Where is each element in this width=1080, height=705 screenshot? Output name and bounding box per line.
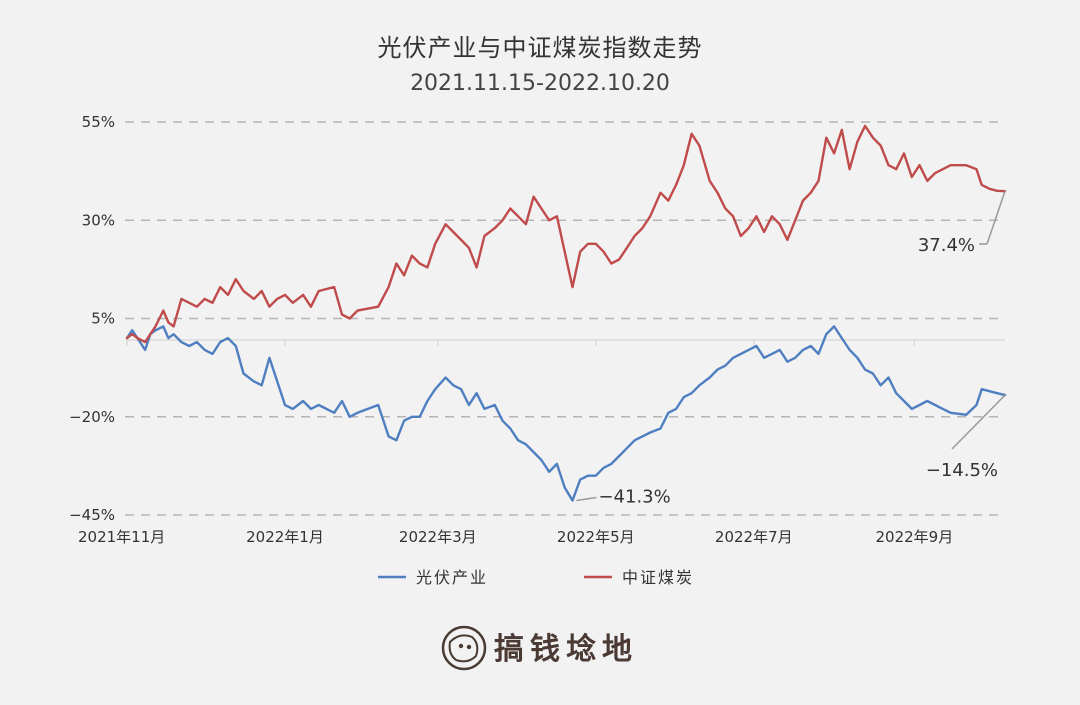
annotation-leader (576, 496, 597, 502)
brand-emblem-eye (458, 643, 464, 649)
grid-lines (125, 121, 1005, 516)
y-tick-label: −45% (69, 506, 115, 524)
x-tick-label: 2022年5月 (557, 528, 635, 546)
series-line (125, 325, 1007, 502)
annotation-label: −14.5% (926, 460, 998, 481)
annotation-label: 37.4% (918, 235, 975, 256)
x-tick-label: 2022年1月 (246, 528, 324, 546)
legend: 光伏产业 中证煤炭 (378, 568, 694, 587)
brand-emblem-icon (441, 625, 487, 671)
annotations: −41.3% 37.4% −14.5% (576, 190, 1006, 507)
series-lines (125, 124, 1007, 502)
x-tick-label: 2022年3月 (399, 528, 477, 546)
annotation-leader (986, 190, 1006, 245)
legend-label: 中证煤炭 (622, 568, 694, 587)
x-tick-label: 2021年11月 (78, 528, 165, 546)
annotation-leader (951, 394, 1006, 450)
x-tick-label: 2022年9月 (875, 528, 953, 546)
brand-name: 搞钱埝地 (494, 632, 638, 667)
y-tick-label: 55% (82, 113, 115, 131)
chart-title: 光伏产业与中证煤炭指数走势 (378, 34, 703, 62)
y-tick-label: 5% (91, 310, 115, 328)
legend-label: 光伏产业 (416, 568, 488, 587)
annotation-label: −41.3% (598, 486, 670, 507)
brand-logo: 搞钱埝地 (441, 625, 638, 671)
series-line (125, 124, 1007, 344)
brand-emblem-eye (466, 644, 472, 650)
chart-subtitle: 2021.11.15-2022.10.20 (410, 71, 670, 96)
x-tick-label: 2022年7月 (715, 528, 793, 546)
y-axis-ticks: 55% 30% 5% −20% −45% (69, 113, 115, 524)
x-axis: 2021年11月 2022年1月 2022年3月 2022年5月 2022年7月 2022… (78, 339, 1005, 546)
brand-emblem-face (448, 634, 479, 663)
y-tick-label: 30% (82, 211, 115, 229)
y-tick-label: −20% (69, 408, 115, 426)
